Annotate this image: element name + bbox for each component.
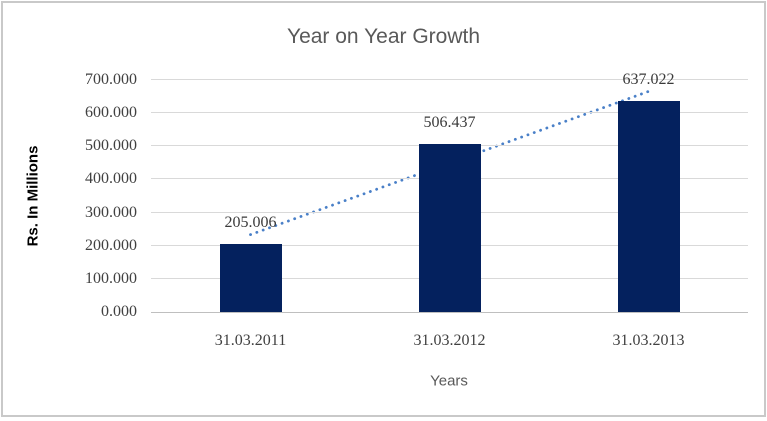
bar-31.03.2012 (419, 144, 481, 312)
bar-31.03.2011 (220, 244, 282, 312)
y-tick-label: 600.000 (3, 104, 137, 122)
bar-value-label: 205.006 (151, 214, 350, 232)
y-tick-label: 500.000 (3, 137, 137, 155)
x-tick-label: 31.03.2012 (350, 332, 549, 350)
y-tick-label: 100.000 (3, 270, 137, 288)
y-tick-label: 400.000 (3, 170, 137, 188)
bar-value-label: 506.437 (350, 114, 549, 132)
x-tick-label: 31.03.2011 (151, 332, 350, 350)
x-axis-line (151, 312, 748, 313)
y-tick-label: 300.000 (3, 204, 137, 222)
x-axis-title: Years (430, 373, 468, 390)
y-tick-label: 700.000 (3, 71, 137, 89)
bar-value-label: 637.022 (549, 71, 748, 89)
y-tick-label: 0.000 (3, 303, 137, 321)
y-axis-title: Rs. In Millions (25, 146, 42, 247)
y-tick-label: 200.000 (3, 237, 137, 255)
x-tick-label: 31.03.2013 (549, 332, 748, 350)
chart-title: Year on Year Growth (3, 25, 764, 49)
bar-31.03.2013 (618, 101, 680, 312)
